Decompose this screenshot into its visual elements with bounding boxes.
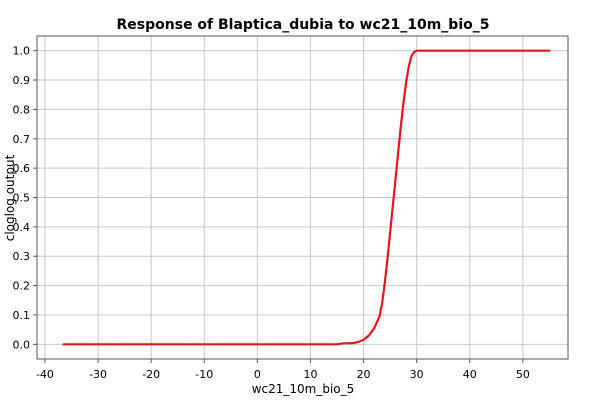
x-tick-label: 40 <box>463 368 477 381</box>
ticks: -40 -30 -20 -10 0 10 20 30 40 50 0.0 0.1 0.2 0.3 0.4 0.… <box>13 45 530 381</box>
y-tick-label: 0.5 <box>13 192 31 205</box>
x-tick-label: -30 <box>89 368 107 381</box>
series-line-0 <box>62 49 551 346</box>
x-tick-label: -10 <box>195 368 213 381</box>
chart-title: Response of Blaptica_dubia to wc21_10m_b… <box>117 17 490 33</box>
x-axis-label: wc21_10m_bio_5 <box>252 382 355 396</box>
y-tick-label: 0.9 <box>13 74 31 87</box>
y-tick-label: 0.6 <box>13 162 31 175</box>
y-tick-label: 0.8 <box>13 103 31 116</box>
x-tick-label: 0 <box>254 368 261 381</box>
y-tick-label: 0.0 <box>13 338 31 351</box>
x-tick-label: 30 <box>410 368 424 381</box>
y-tick-label: 0.7 <box>13 133 31 146</box>
x-tick-label: -40 <box>36 368 54 381</box>
y-tick-label: 0.3 <box>13 250 31 263</box>
y-tick-label: 0.4 <box>13 221 31 234</box>
y-tick-label: 0.1 <box>13 309 31 322</box>
y-tick-label: 0.2 <box>13 280 31 293</box>
x-tick-label: 20 <box>357 368 371 381</box>
x-tick-label: -20 <box>142 368 160 381</box>
y-axis-label: cloglog output <box>3 154 17 241</box>
y-tick-label: 1.0 <box>13 45 31 58</box>
x-tick-label: 10 <box>303 368 317 381</box>
series-group <box>62 49 551 346</box>
x-tick-label: 50 <box>516 368 530 381</box>
